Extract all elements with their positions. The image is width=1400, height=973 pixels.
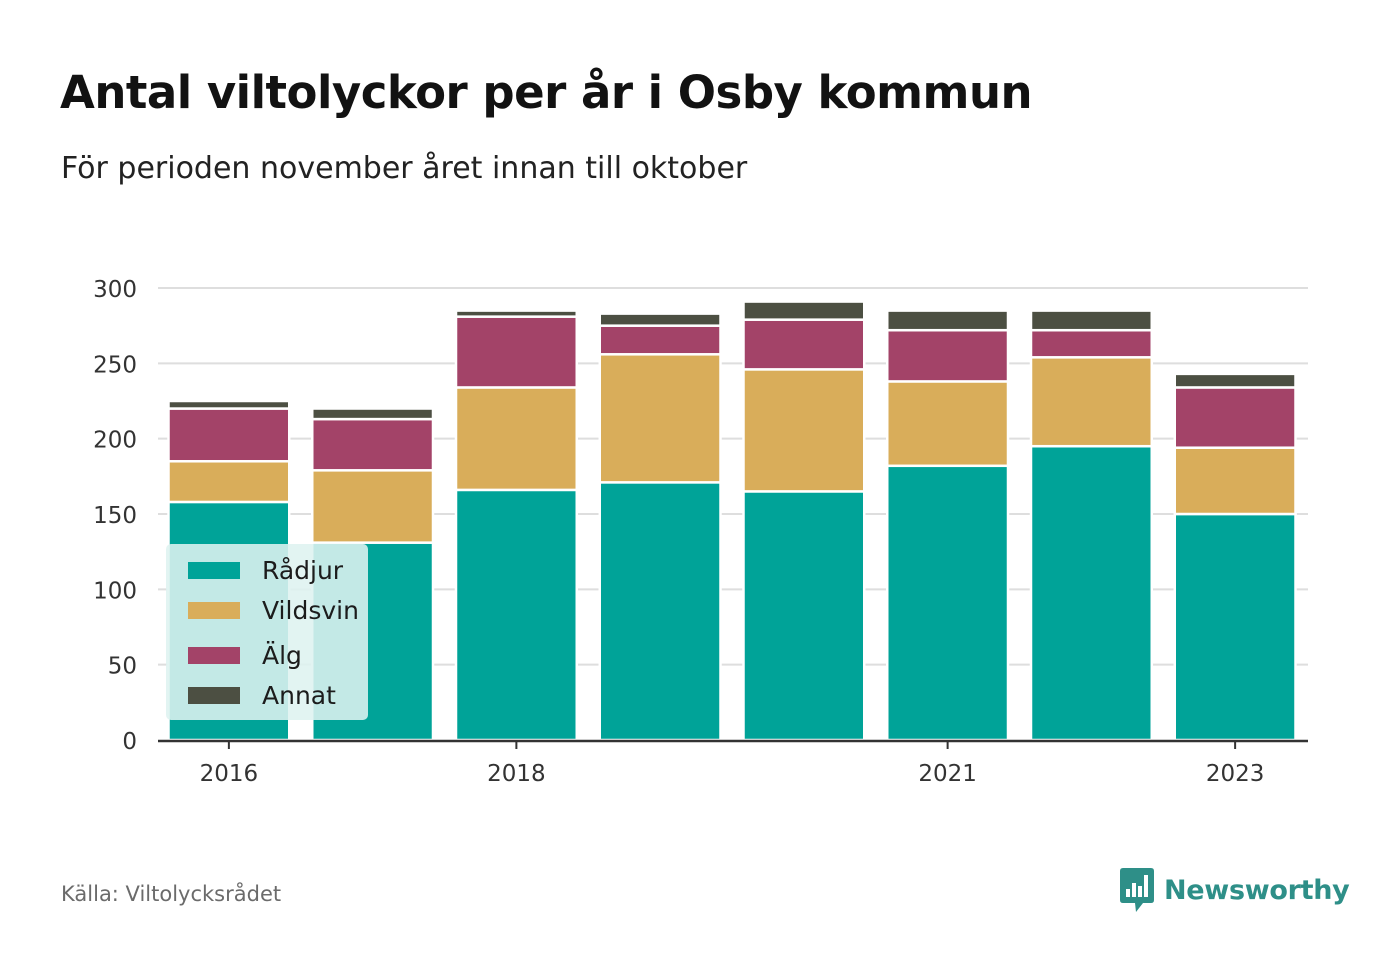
x-tick-label-2021: 2021 <box>918 761 977 787</box>
bar-vildsvin-2018 <box>454 386 578 492</box>
bar-vildsvin-2023 <box>1173 446 1297 516</box>
y-tick-label-250: 250 <box>93 352 137 378</box>
legend-item-annat: Annat <box>188 680 336 710</box>
bar-alg-2022 <box>1029 328 1153 359</box>
legend-label-alg: Älg <box>262 640 302 670</box>
bar-alg-2021 <box>886 328 1010 383</box>
legend-label-vildsvin: Vildsvin <box>262 595 359 625</box>
bar-annat-2019 <box>598 312 722 327</box>
bar-vildsvin-2019 <box>598 353 722 484</box>
chart-subtitle: För perioden november året innan till ok… <box>61 151 748 186</box>
bar-vildsvin-2022 <box>1029 356 1153 448</box>
legend-item-vildsvin: Vildsvin <box>188 595 359 625</box>
legend-label-radjur: Rådjur <box>262 555 344 585</box>
bar-annat-2018 <box>454 309 578 318</box>
x-axis-tick-labels: 2016 2018 2021 2023 <box>200 761 1265 787</box>
y-tick-label-300: 300 <box>93 277 137 303</box>
y-tick-label-100: 100 <box>93 578 137 604</box>
bar-vildsvin-2021 <box>886 380 1010 468</box>
bar-alg-2020 <box>742 318 866 371</box>
bar-stack-2022 <box>1029 309 1153 742</box>
bar-radjur-2018 <box>454 488 578 742</box>
x-tick-label-2023: 2023 <box>1206 761 1265 787</box>
newsworthy-brand[interactable]: Newsworthy <box>1119 867 1350 913</box>
bar-vildsvin-2020 <box>742 368 866 493</box>
brand-name: Newsworthy <box>1164 874 1350 906</box>
bar-stack-2018 <box>454 309 578 742</box>
source-note: Källa: Viltolycksrådet <box>61 882 282 906</box>
bar-radjur-2023 <box>1173 512 1297 742</box>
bar-radjur-2021 <box>886 464 1010 742</box>
bar-radjur-2019 <box>598 481 722 742</box>
x-axis <box>158 739 1308 749</box>
bar-annat-2020 <box>742 300 866 321</box>
y-tick-label-200: 200 <box>93 428 137 454</box>
bar-alg-2023 <box>1173 386 1297 449</box>
bar-radjur-2022 <box>1029 444 1153 742</box>
legend-swatch-radjur <box>188 561 240 579</box>
bar-annat-2022 <box>1029 309 1153 332</box>
legend-swatch-alg <box>188 646 240 664</box>
bar-stack-2020 <box>742 300 866 742</box>
bar-radjur-2020 <box>742 490 866 742</box>
legend-item-radjur: Rådjur <box>188 555 343 585</box>
x-tick-label-2016: 2016 <box>200 761 259 787</box>
bar-alg-2019 <box>598 324 722 356</box>
y-tick-label-150: 150 <box>93 503 137 529</box>
bar-stack-2023 <box>1173 372 1297 742</box>
y-tick-label-50: 50 <box>108 654 137 680</box>
bar-stack-2021 <box>886 309 1010 742</box>
y-tick-label-0: 0 <box>122 729 137 755</box>
legend-item-alg: Älg <box>188 640 302 670</box>
legend-label-annat: Annat <box>262 680 336 710</box>
bar-stack-2019 <box>598 312 722 742</box>
newsworthy-logo-icon <box>1120 868 1154 912</box>
bar-vildsvin-2016 <box>167 460 291 504</box>
bar-annat-2021 <box>886 309 1010 332</box>
bar-annat-2016 <box>167 399 291 410</box>
bar-alg-2016 <box>167 407 291 463</box>
bar-vildsvin-2017 <box>311 469 435 544</box>
y-axis-tick-labels: 0 50 100 150 200 250 300 <box>93 277 137 755</box>
x-tick-label-2018: 2018 <box>487 761 546 787</box>
legend-swatch-vildsvin <box>188 601 240 619</box>
chart-legend: Rådjur Vildsvin Älg Annat <box>166 544 368 720</box>
bar-annat-2023 <box>1173 372 1297 389</box>
bar-alg-2017 <box>311 417 435 472</box>
chart-title: Antal viltolyckor per år i Osby kommun <box>60 66 1033 119</box>
bar-annat-2017 <box>311 407 435 421</box>
bar-alg-2018 <box>454 315 578 389</box>
legend-swatch-annat <box>188 686 240 704</box>
